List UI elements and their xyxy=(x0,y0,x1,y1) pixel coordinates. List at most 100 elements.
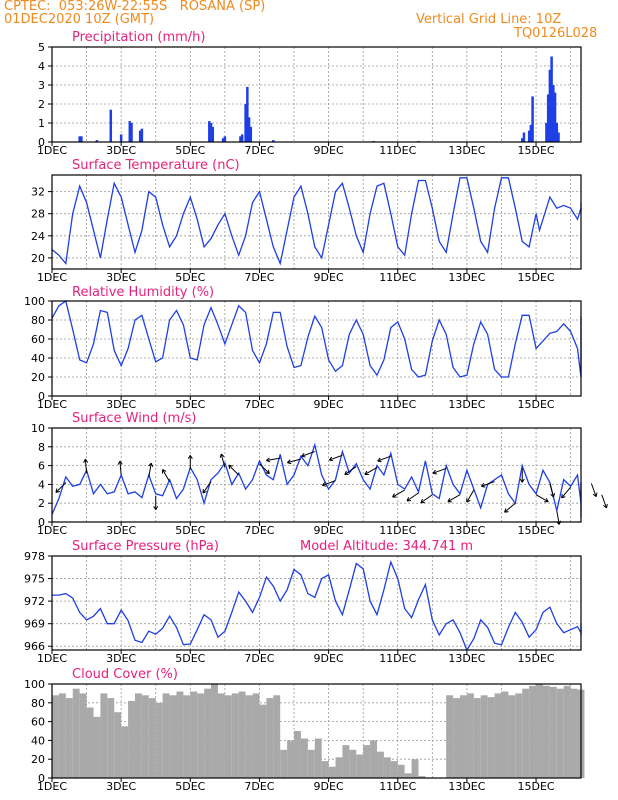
wind-arrowhead xyxy=(377,457,381,462)
precip-xtick-label: 11DEC xyxy=(379,144,416,157)
wind-arrow xyxy=(590,483,597,497)
temp-frame xyxy=(51,174,582,270)
precip-bar xyxy=(522,132,526,142)
temp-xtick-label: 11DEC xyxy=(379,271,416,284)
precip-bar xyxy=(550,56,553,142)
wind-arrow xyxy=(344,466,357,475)
wind-arrow xyxy=(55,482,67,493)
cloud-bar xyxy=(570,688,578,778)
wind-arrow xyxy=(466,489,475,503)
rh-ytick-label: 100 xyxy=(24,295,45,308)
precip-ytick-label: 5 xyxy=(38,41,45,54)
precip-bar xyxy=(221,138,225,142)
precip-ytick-label: 1 xyxy=(38,117,45,130)
cloud-bar xyxy=(522,688,530,778)
wind-arrowhead xyxy=(287,462,292,465)
cloud-bar xyxy=(224,695,232,778)
cloud-bar xyxy=(162,693,170,778)
wind-arrowhead xyxy=(344,470,347,475)
wind-arrow xyxy=(329,454,343,461)
precip-title: Precipitation (mm/h) xyxy=(72,30,205,45)
precip-bar xyxy=(545,123,548,142)
wind-arrowhead xyxy=(287,459,291,463)
precip-bar xyxy=(95,140,99,142)
wind-arrowhead xyxy=(364,470,368,475)
wind-arrow xyxy=(377,455,392,462)
precip-bar xyxy=(209,123,213,142)
cloud-bar xyxy=(390,761,398,778)
precip-bar xyxy=(128,121,132,142)
cloud-bar xyxy=(86,707,94,778)
date-header: 01DEC2020 10Z (GMT) xyxy=(4,12,155,27)
cloud-xtick-label: 5DEC xyxy=(175,780,205,793)
precip-bar xyxy=(520,138,524,142)
precip-bar xyxy=(80,136,83,142)
wind-arrowhead xyxy=(420,498,423,503)
wind-arrow xyxy=(420,494,433,504)
pressure-xtick-label: 11DEC xyxy=(379,652,416,665)
wind-arrowhead xyxy=(301,452,305,457)
cloud-bar xyxy=(204,688,212,778)
precip-bar xyxy=(223,136,227,142)
cloud-ytick-label: 40 xyxy=(31,734,45,747)
pressure-frame xyxy=(51,555,582,651)
cloud-bar xyxy=(107,698,115,778)
wind-arrowhead xyxy=(545,497,549,502)
wind-arrow xyxy=(406,492,419,502)
cloud-bar xyxy=(238,691,246,778)
cloud-bar xyxy=(321,761,329,778)
cloud-bar xyxy=(418,776,426,778)
cloud-bar xyxy=(328,766,336,778)
cloud-xtick-label: 11DEC xyxy=(379,780,416,793)
precip-bar xyxy=(546,94,550,142)
wind-arrowhead xyxy=(592,493,597,498)
wind-arrowhead xyxy=(265,472,270,475)
grid-note: Vertical Grid Line: 10Z xyxy=(416,12,562,27)
wind-ytick-label: 4 xyxy=(38,478,45,491)
wind-arrow xyxy=(601,494,608,509)
wind-xtick-label: 13DEC xyxy=(448,524,485,537)
precip-xtick-label: 5DEC xyxy=(175,144,205,157)
precip-xtick-label: 9DEC xyxy=(314,144,344,157)
cloud-bar xyxy=(363,745,371,778)
cloud-xtick-label: 9DEC xyxy=(314,780,344,793)
cloud-bar xyxy=(459,695,467,778)
rh-xtick-label: 1DEC xyxy=(37,398,67,411)
wind-arrowhead xyxy=(153,505,157,510)
temp-ytick-label: 24 xyxy=(31,230,45,243)
rh-xtick-label: 5DEC xyxy=(175,398,205,411)
cloud-bar xyxy=(211,684,218,778)
wind-arrowhead xyxy=(553,493,556,498)
wind-arrow xyxy=(432,467,447,474)
cloud-xtick-label: 13DEC xyxy=(448,780,485,793)
wind-arrow xyxy=(119,461,122,476)
wind-arrowhead xyxy=(481,485,486,488)
cloud-ytick-label: 20 xyxy=(31,753,45,766)
wind-arrowhead xyxy=(521,478,525,483)
cloud-bar xyxy=(121,726,129,778)
precip-xtick-label: 13DEC xyxy=(448,144,485,157)
cloud-bar xyxy=(79,693,87,778)
cloud-bar xyxy=(563,685,571,778)
wind-xtick-label: 11DEC xyxy=(379,524,416,537)
cloud-bar xyxy=(508,695,516,778)
rh-xtick-label: 15DEC xyxy=(517,398,554,411)
cloud-bar xyxy=(128,700,135,778)
precip-xtick-label: 7DEC xyxy=(244,144,274,157)
cloud-xtick-label: 15DEC xyxy=(517,780,554,793)
wind-ytick-label: 8 xyxy=(38,441,45,454)
precip-bar xyxy=(553,92,557,142)
wind-arrowhead xyxy=(55,490,60,493)
wind-arrowhead xyxy=(266,457,270,461)
cloud-bar xyxy=(370,740,378,778)
rh-frame xyxy=(51,300,582,397)
wind-arrow xyxy=(561,486,572,499)
pressure-ytick-label: 975 xyxy=(24,573,45,586)
precip-bar xyxy=(208,121,211,142)
cloud-ytick-label: 100 xyxy=(24,678,45,691)
station-header: CPTEC: 053:26W-22:55S ROSANA (SP) xyxy=(4,0,266,14)
wind-arrowhead xyxy=(481,482,485,487)
temp-ytick-label: 28 xyxy=(31,208,45,221)
temp-ytick-label: 20 xyxy=(31,252,45,265)
